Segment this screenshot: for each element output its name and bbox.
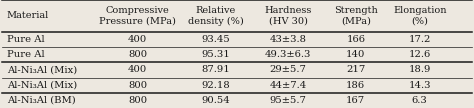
Text: 186: 186: [346, 81, 365, 90]
Text: 12.6: 12.6: [409, 50, 431, 59]
Text: 18.9: 18.9: [409, 65, 431, 74]
Text: Al-Ni₃Al (Mix): Al-Ni₃Al (Mix): [7, 65, 77, 74]
Text: 217: 217: [346, 65, 365, 74]
Text: Strength
(MPa): Strength (MPa): [334, 6, 378, 26]
Text: 800: 800: [128, 50, 147, 59]
Text: Al-Ni₃Al (Mix): Al-Ni₃Al (Mix): [7, 81, 77, 90]
Text: Relative
density (%): Relative density (%): [188, 6, 244, 26]
Text: 6.3: 6.3: [412, 96, 428, 105]
Text: 49.3±6.3: 49.3±6.3: [265, 50, 311, 59]
Text: 95.31: 95.31: [201, 50, 230, 59]
Text: 167: 167: [346, 96, 365, 105]
Text: 29±5.7: 29±5.7: [270, 65, 307, 74]
Text: Al-Ni₃Al (BM): Al-Ni₃Al (BM): [7, 96, 75, 105]
Text: Pure Al: Pure Al: [7, 35, 44, 44]
Text: 90.54: 90.54: [201, 96, 230, 105]
Text: 87.91: 87.91: [201, 65, 230, 74]
Text: 800: 800: [128, 96, 147, 105]
Text: 14.3: 14.3: [409, 81, 431, 90]
Text: 140: 140: [346, 50, 365, 59]
Text: 92.18: 92.18: [201, 81, 230, 90]
Text: 800: 800: [128, 81, 147, 90]
Text: Material: Material: [7, 11, 49, 20]
Text: 400: 400: [128, 65, 147, 74]
Text: 17.2: 17.2: [409, 35, 431, 44]
Text: Hardness
(HV 30): Hardness (HV 30): [264, 6, 312, 26]
Text: 44±7.4: 44±7.4: [270, 81, 307, 90]
Text: 93.45: 93.45: [201, 35, 230, 44]
Text: Elongation
(%): Elongation (%): [393, 6, 447, 26]
Text: 95±5.7: 95±5.7: [270, 96, 307, 105]
Text: 400: 400: [128, 35, 147, 44]
Text: Compressive
Pressure (MPa): Compressive Pressure (MPa): [99, 6, 176, 26]
Text: Pure Al: Pure Al: [7, 50, 44, 59]
Text: 43±3.8: 43±3.8: [270, 35, 307, 44]
Text: 166: 166: [346, 35, 365, 44]
